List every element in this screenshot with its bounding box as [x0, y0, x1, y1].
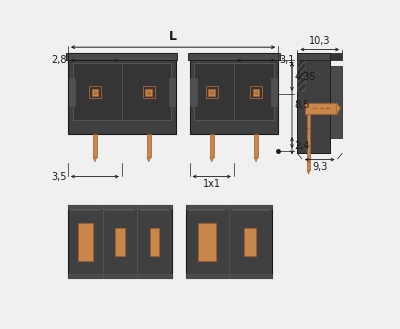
Bar: [186, 205, 272, 278]
Bar: [146, 89, 152, 95]
Bar: [198, 223, 216, 261]
Text: 10,3: 10,3: [309, 37, 330, 46]
Bar: [78, 223, 92, 261]
Text: L: L: [169, 30, 177, 43]
Bar: [143, 86, 155, 98]
Polygon shape: [210, 157, 214, 162]
Text: 2,4: 2,4: [294, 141, 310, 151]
Text: 1x1: 1x1: [203, 179, 221, 189]
Bar: [306, 103, 337, 114]
Text: 3,1: 3,1: [280, 55, 295, 65]
Bar: [68, 53, 176, 134]
Bar: [208, 89, 215, 95]
Bar: [254, 134, 258, 157]
Bar: [297, 55, 306, 91]
Bar: [330, 66, 342, 139]
Polygon shape: [93, 157, 97, 162]
Bar: [68, 274, 172, 278]
Text: 2,8: 2,8: [51, 55, 66, 65]
Bar: [169, 78, 175, 106]
Bar: [89, 86, 101, 98]
Bar: [297, 53, 330, 60]
Bar: [188, 53, 280, 60]
Bar: [190, 53, 278, 134]
Text: 3,5: 3,5: [51, 171, 66, 182]
Text: 8,5: 8,5: [294, 100, 310, 110]
Bar: [186, 274, 272, 278]
Bar: [69, 78, 75, 106]
Bar: [210, 134, 214, 157]
Bar: [194, 63, 274, 120]
Bar: [115, 228, 125, 256]
Bar: [297, 53, 330, 153]
Bar: [147, 134, 151, 157]
Bar: [148, 91, 150, 93]
Bar: [250, 86, 262, 98]
Bar: [93, 134, 97, 157]
Bar: [92, 89, 98, 95]
Polygon shape: [147, 157, 151, 162]
Bar: [271, 78, 277, 106]
Bar: [255, 91, 257, 93]
Text: 4,35: 4,35: [294, 72, 316, 82]
Polygon shape: [337, 103, 340, 114]
Bar: [330, 53, 342, 60]
Bar: [94, 91, 96, 93]
Polygon shape: [307, 170, 310, 174]
Bar: [206, 86, 218, 98]
Text: 9,3: 9,3: [312, 162, 328, 172]
Bar: [190, 78, 196, 106]
Bar: [72, 63, 171, 120]
Bar: [253, 89, 260, 95]
Bar: [150, 228, 160, 256]
Bar: [244, 228, 256, 256]
Bar: [307, 114, 310, 170]
Bar: [68, 205, 172, 278]
Polygon shape: [254, 157, 258, 162]
Bar: [210, 91, 213, 93]
Bar: [68, 205, 172, 209]
Bar: [66, 53, 177, 60]
Bar: [186, 205, 272, 209]
